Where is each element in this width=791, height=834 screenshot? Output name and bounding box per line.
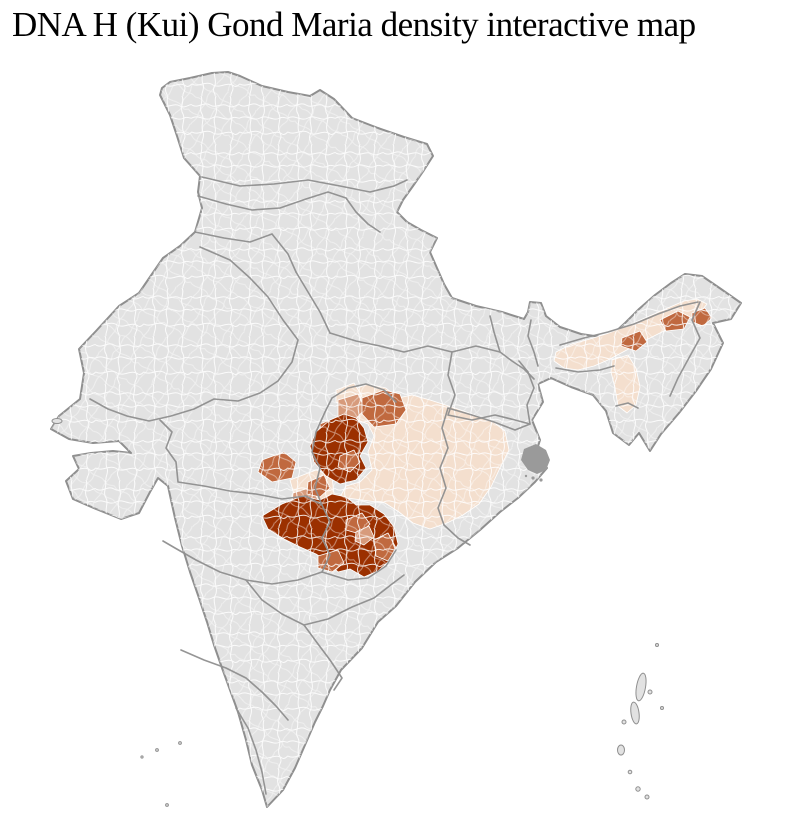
sundarbans-delta [521,444,550,482]
kutch-offshore-island [51,418,63,424]
page-title: DNA H (Kui) Gond Maria density interacti… [12,5,696,44]
state-borders [89,176,701,795]
lakshadweep-islands[interactable] [140,741,182,807]
andaman-nicobar-islands[interactable] [617,643,664,800]
